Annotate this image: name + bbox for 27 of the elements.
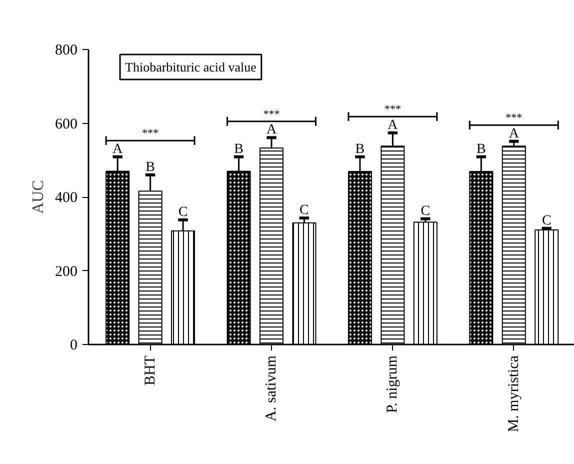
data-label: B [234,142,244,157]
y-tick-label: 600 [55,116,78,132]
data-label: C [420,204,430,219]
y-tick-label: 800 [55,42,78,58]
y-tick-label: 200 [55,264,78,280]
data-label: A [508,126,520,142]
y-axis-title: AUC [30,180,47,214]
x-tick-label: BHT [142,356,158,386]
annotation: *** [506,112,522,124]
data-label: C [178,204,188,220]
data-label: A [112,142,124,157]
annotation: Thiobarbituric acid value [125,60,257,74]
data-label: A [266,122,278,138]
data-label: B [476,142,486,157]
x-tick-label: M. myristica [506,355,522,432]
x-tick-label: P. nigrum [384,355,401,414]
annotation: *** [142,128,159,140]
annotation: *** [384,104,401,116]
data-label: A [388,118,399,133]
y-tick-label: 400 [55,190,78,206]
data-label: B [355,142,365,157]
data-label: C [300,203,309,218]
data-label: B [146,160,155,175]
data-label: C [542,213,552,228]
x-tick-label: A. sativum [264,355,280,422]
annotation: *** [263,108,280,120]
y-tick-label: 0 [70,338,78,354]
